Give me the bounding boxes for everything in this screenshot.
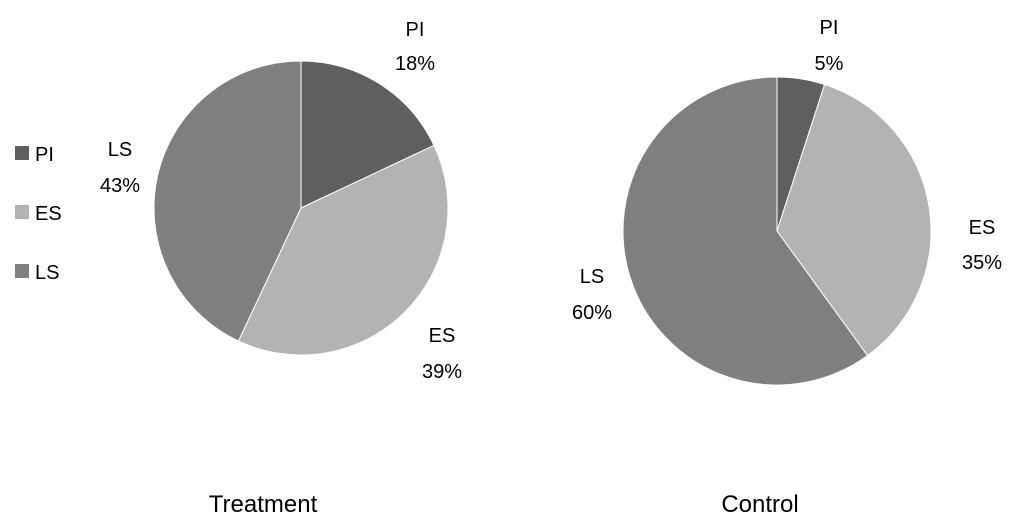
treatment-pi-category-label: PI — [406, 19, 425, 41]
legend-label-ls: LS — [35, 262, 59, 284]
slice-control-ls — [622, 76, 869, 386]
pie-chart-treatment: PI 18% ES 39% LS 43% Treatment — [100, 19, 462, 515]
pie-chart-control: PI 5% ES 35% LS 60% Control — [572, 17, 1002, 515]
control-ls-value-label: 60% — [572, 302, 612, 324]
treatment-pi-value-label: 18% — [395, 53, 435, 75]
legend-label-es: ES — [35, 203, 62, 225]
legend-swatch-es — [15, 205, 29, 219]
treatment-es-category-label: ES — [429, 325, 456, 347]
legend-label-pi: PI — [35, 144, 54, 166]
treatment-ls-category-label: LS — [108, 139, 132, 161]
control-es-value-label: 35% — [962, 252, 1002, 274]
legend-swatch-ls — [15, 264, 29, 278]
treatment-caption: Treatment — [209, 491, 318, 515]
control-es-category-label: ES — [969, 217, 996, 239]
control-pi-value-label: 5% — [815, 53, 844, 75]
legend-swatch-pi — [15, 146, 29, 160]
control-caption: Control — [721, 491, 798, 515]
control-pi-category-label: PI — [820, 17, 839, 39]
slice-treatment-es — [237, 144, 449, 356]
treatment-es-value-label: 39% — [422, 361, 462, 383]
slice-treatment-ls — [153, 60, 302, 342]
legend: PI ES LS — [15, 144, 62, 284]
control-ls-category-label: LS — [580, 266, 604, 288]
slice-control-es — [776, 83, 932, 357]
treatment-ls-value-label: 43% — [100, 175, 140, 197]
slice-treatment-pi — [300, 60, 435, 209]
